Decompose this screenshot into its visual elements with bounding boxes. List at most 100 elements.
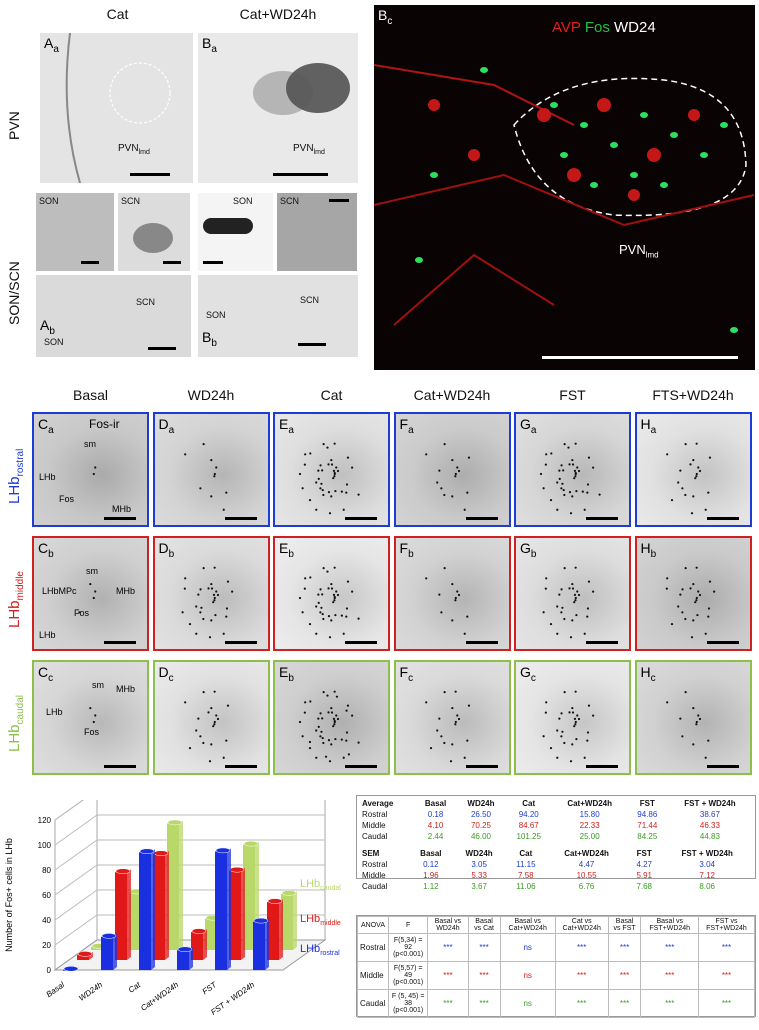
fos-cell-dots — [665, 566, 715, 639]
table-header: Basal vs FST+WD24h — [640, 916, 699, 934]
gridline — [54, 800, 84, 821]
lhb-micrograph: Eb — [273, 536, 390, 651]
table-header: WD24h — [467, 799, 495, 808]
y-tick-label: 60 — [42, 891, 51, 900]
chart-bar-side — [127, 869, 131, 960]
chart-bar — [267, 898, 283, 960]
table-row: Caudal 1.12 3.67 11.06 6.76 7.68 8.06 — [362, 882, 715, 891]
chart-bar-top — [77, 951, 93, 957]
gridline — [54, 864, 98, 896]
fos-cell-dots — [183, 443, 227, 511]
chart-bar — [191, 928, 207, 960]
anatomical-label: LHb — [39, 472, 56, 482]
lhb-micrograph: Fc — [393, 660, 511, 775]
chart-bar-top — [115, 868, 131, 874]
scale-bar — [586, 641, 618, 644]
table-header: Cat — [522, 799, 536, 808]
chart-bar-front — [177, 950, 189, 970]
chart-bar-front — [229, 870, 241, 960]
scale-bar — [586, 517, 618, 520]
scale-bar — [224, 641, 257, 644]
table-row: Rostral 0.12 3.05 11.15 4.47 4.27 3.04 — [362, 860, 715, 869]
grid-col-title: Cat — [320, 387, 343, 403]
micrograph-Ab: SCN SON Ab — [36, 275, 191, 357]
anatomical-label: Fos — [84, 727, 100, 737]
grid-col-title: FTS+WD24h — [652, 387, 734, 403]
chart-bar-side — [165, 851, 169, 960]
table-row: Middle F(5,57) = 49 (p<0.001) *** *** ns *** **… — [357, 961, 756, 990]
table-header: FST — [636, 849, 652, 858]
table-header: Average — [362, 799, 394, 808]
table-header: FST + WD24h — [684, 799, 736, 808]
scale-bar — [345, 517, 377, 520]
fos-cell-dots — [424, 567, 468, 635]
grid-col-title: WD24h — [187, 387, 235, 403]
y-tick-label: 100 — [38, 841, 52, 850]
micrograph-son-cat: SON — [36, 193, 114, 271]
chart-bar-front — [281, 893, 293, 950]
fos-bar-chart: 0 20 40 60 80 100 120 Number of Fos+ cells in L… — [4, 800, 341, 1017]
chart-bar-top — [101, 933, 117, 939]
col-title-cat: Cat — [106, 6, 129, 22]
chart-bar — [153, 850, 169, 960]
micrograph-son-catwd: SON — [198, 193, 273, 271]
anatomical-label: MHb — [112, 504, 132, 514]
lhb-micrograph: Gb — [514, 536, 631, 651]
anatomical-label: Fos — [59, 494, 75, 504]
x-tick-label: Basal — [45, 980, 67, 999]
table-header: Basal vs WD24h — [427, 916, 469, 934]
chart-bar-side — [279, 899, 283, 960]
x-tick-label: FST — [201, 980, 219, 997]
table-header: Cat+WD24h — [567, 799, 613, 808]
chart-bar — [281, 890, 297, 950]
lhb-micrograph: Eb — [273, 660, 390, 775]
y-tick-label: 40 — [42, 916, 51, 925]
legend-label: LHbcaudal — [300, 878, 341, 892]
chart-bar-side — [241, 867, 245, 960]
chart-bar-front — [139, 852, 151, 970]
anatomical-label: MHb — [116, 684, 136, 694]
table-header: WD24h — [465, 849, 493, 858]
scale-bar — [345, 641, 377, 644]
chart-bar-top — [281, 890, 297, 896]
chart-bar-top — [267, 898, 283, 904]
gridline — [54, 814, 98, 846]
scale-bar — [706, 641, 739, 644]
chart-bar-top — [63, 966, 79, 972]
fos-cell-dots — [92, 466, 97, 476]
table-row: Rostral 0.18 26.50 94.20 15.80 94.86 38.67 — [362, 810, 720, 819]
legend-label: LHbrostral — [300, 943, 340, 957]
y-axis-label: Number of Fos+ cells in LHb — [4, 838, 14, 952]
chart-bar-side — [293, 890, 297, 950]
chart-bar-side — [227, 848, 231, 970]
table-header: Cat — [519, 849, 533, 858]
chart-bar-side — [203, 929, 207, 960]
row-label-son-scn: SON/SCN — [6, 261, 22, 325]
table-row: Caudal 2.44 46.00 101.25 25.00 84.25 44.83 — [362, 832, 720, 841]
chart-bar-front — [267, 902, 279, 960]
chart-bar-top — [139, 848, 155, 854]
anatomical-label: LHb — [39, 630, 56, 640]
scale-bar — [465, 517, 498, 520]
row-label-pvn: PVN — [6, 111, 22, 140]
chart-bar — [177, 946, 193, 970]
fos-cell-dots — [181, 566, 233, 639]
lhb-micrograph: Fb — [393, 536, 511, 651]
anatomical-label: sm — [86, 566, 98, 576]
gridline — [54, 839, 98, 871]
chart-bar-front — [205, 918, 217, 950]
fos-cell-dots — [424, 690, 470, 763]
lhb-micrograph: Db — [152, 536, 270, 651]
micrograph-Bc-art — [374, 64, 755, 333]
chart-bar-front — [253, 921, 265, 970]
chart-bar-top — [229, 866, 245, 873]
micrograph-Bc: Bc AVP Fos WD24 PVNlmd — [374, 5, 755, 370]
fos-cell-dots — [78, 582, 97, 614]
x-tick-label: WD24h — [77, 980, 104, 1003]
fos-cell-dots — [665, 691, 709, 759]
scale-bar — [586, 765, 618, 768]
chart-bar — [229, 866, 245, 960]
grid-col-title: Cat+WD24h — [413, 387, 491, 403]
chart-bar-side — [113, 933, 117, 970]
table-header: ANOVA — [357, 916, 389, 934]
